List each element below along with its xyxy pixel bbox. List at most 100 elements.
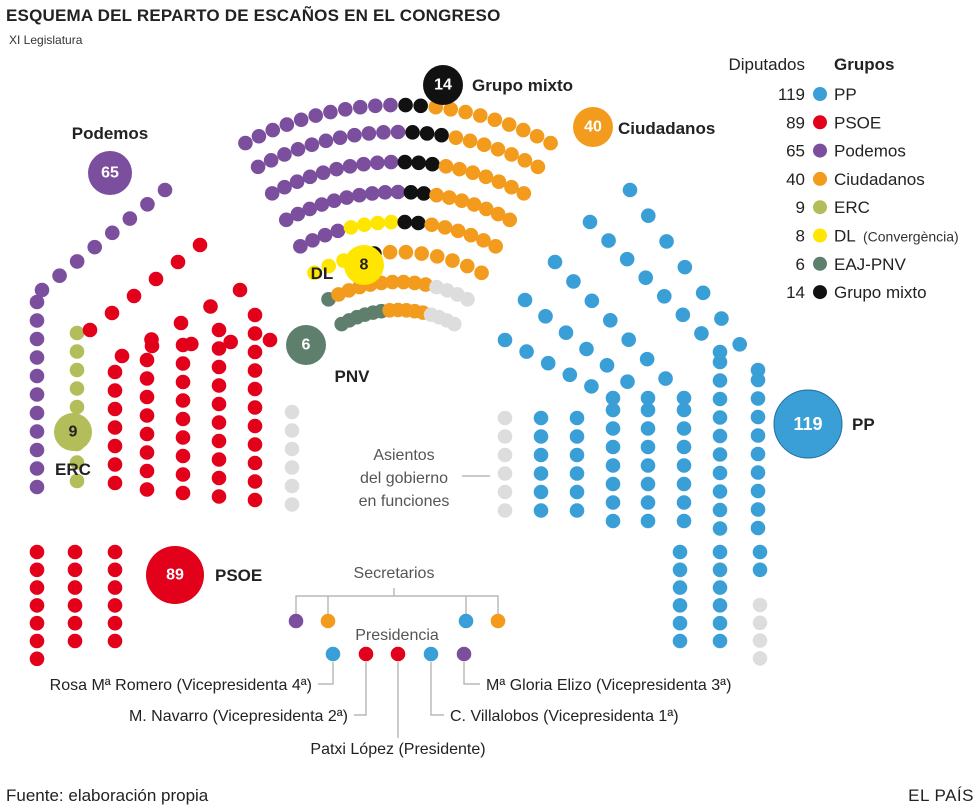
presidency-label: Presidencia	[355, 627, 439, 644]
seat-left-column	[139, 463, 155, 479]
seat-ring6	[452, 161, 467, 177]
seat-ring7	[376, 125, 391, 140]
seat-ring8	[337, 102, 353, 117]
seat-left-column	[29, 405, 45, 421]
presidency-seat	[456, 646, 472, 662]
seat-left-column	[247, 418, 263, 434]
seat-ring5	[490, 206, 506, 222]
seat-ring1	[447, 316, 462, 332]
seat-psoe-lower	[29, 633, 45, 649]
seat-empty-lower	[752, 597, 768, 613]
legend-item: 119 PP	[778, 85, 857, 104]
seat-right-arc	[605, 390, 621, 406]
seat-ring5	[326, 193, 342, 209]
seat-right-arc	[638, 270, 654, 286]
legend-item: 6 EAJ-PNV	[796, 255, 907, 274]
seat-left-column	[175, 374, 191, 390]
seat-left-column	[284, 404, 300, 420]
seat-pp-lower	[672, 580, 688, 595]
seat-left-arc	[232, 282, 248, 298]
seat-left-column	[284, 441, 300, 457]
seat-left-column	[139, 482, 155, 497]
seat-right-arc	[640, 390, 656, 406]
seat-ring7	[530, 159, 546, 175]
seat-right-arc	[619, 251, 635, 267]
seat-left-column	[211, 396, 227, 412]
seat-left-column	[29, 350, 45, 365]
seat-left-column	[107, 401, 123, 417]
bubble-circle	[423, 65, 463, 105]
legend-label: Grupo mixto	[834, 283, 927, 302]
seat-left-arc	[184, 336, 199, 352]
seat-ring5	[278, 212, 294, 228]
seat-right-column	[497, 447, 513, 463]
seat-right-column	[712, 465, 728, 481]
seat-right-column	[640, 421, 656, 436]
seat-right-column	[750, 372, 766, 388]
legend-label: ERC	[834, 198, 870, 217]
seat-right-column	[640, 476, 656, 492]
presidency-seat	[325, 646, 341, 662]
seat-ring3	[445, 253, 460, 268]
seat-left-column	[29, 313, 45, 328]
seat-left-column	[29, 331, 45, 347]
seat-psoe-lower	[67, 633, 83, 649]
seat-right-arc	[658, 371, 673, 386]
seat-ring4	[397, 214, 413, 230]
seat-left-column	[247, 307, 263, 323]
seat-psoe-lower	[107, 580, 123, 595]
seat-ring4	[317, 227, 333, 243]
seat-left-column	[247, 400, 263, 415]
seat-left-column	[211, 415, 227, 430]
seat-psoe-lower	[67, 580, 83, 595]
seat-right-arc	[694, 326, 709, 341]
seat-left-column	[107, 438, 123, 454]
seat-right-arc	[558, 325, 574, 340]
bubble-value: 89	[166, 567, 184, 584]
seat-left-column	[284, 460, 300, 475]
seat-right-column	[533, 429, 549, 444]
seat-psoe-lower	[29, 580, 45, 595]
legend-swatch	[813, 171, 827, 186]
seat-pp-lower	[752, 544, 768, 560]
seat-right-arc	[584, 379, 599, 394]
legend-header-diputados: Diputados	[728, 55, 805, 74]
bubble-label: PP	[852, 415, 875, 434]
bubble-label: Ciudadanos	[618, 119, 715, 138]
seat-ring5	[466, 197, 482, 212]
legend-label: DL	[834, 227, 856, 246]
seat-right-column	[497, 410, 513, 426]
seat-ring4	[476, 233, 491, 248]
seat-left-column	[107, 383, 123, 398]
seat-left-column	[29, 294, 45, 310]
seat-ring8	[308, 108, 324, 123]
seat-left-column	[29, 461, 45, 476]
legend-swatch	[813, 87, 827, 101]
seat-left-column	[29, 479, 45, 495]
annotations: Asientos del gobierno en funciones Secretar…	[50, 447, 732, 758]
seat-ring6	[465, 165, 481, 180]
seat-right-arc	[497, 332, 513, 348]
bubble-ciudadanos: 40 Ciudadanos	[573, 107, 715, 147]
seat-right-column	[676, 458, 692, 473]
bubble-value: 6	[302, 337, 311, 354]
seat-psoe-lower	[29, 544, 45, 560]
seat-right-column	[497, 503, 513, 518]
seat-ring7	[490, 141, 506, 157]
secretary-seat	[320, 613, 336, 629]
legend-header-grupos: Grupos	[834, 55, 894, 74]
seat-ring6	[315, 165, 331, 180]
seat-ring7	[405, 125, 420, 140]
bubble-label: Grupo mixto	[472, 76, 573, 95]
seat-right-arc	[584, 293, 600, 309]
seat-pp-lower	[752, 562, 768, 578]
bubble-value: 8	[360, 257, 369, 274]
seat-ring6	[277, 179, 292, 195]
seat-psoe-lower	[29, 615, 45, 631]
seat-left-column	[139, 445, 155, 460]
seat-right-arc	[676, 390, 692, 406]
government-seats-label: en funciones	[359, 493, 450, 510]
seat-right-arc	[714, 311, 729, 326]
government-seats-label: del gobierno	[360, 470, 448, 487]
